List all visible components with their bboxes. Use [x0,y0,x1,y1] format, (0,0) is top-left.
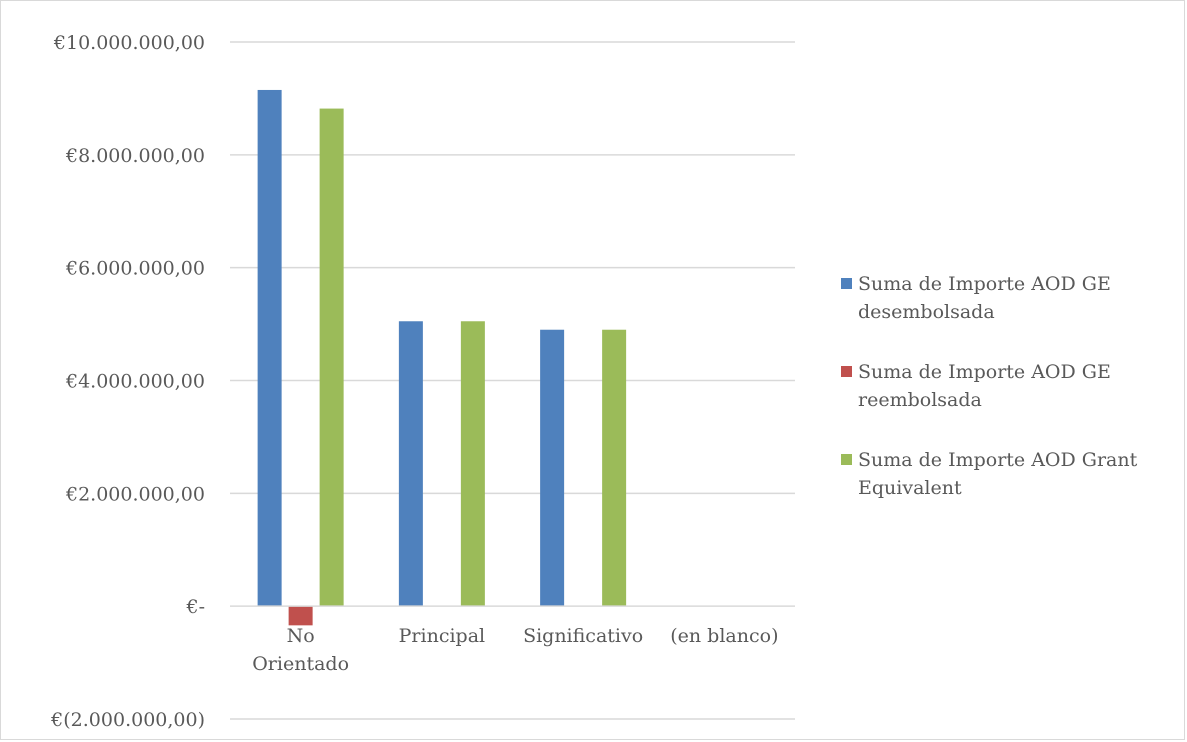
gridlines [230,41,795,720]
bars [257,89,627,626]
bar [602,329,627,607]
bar [257,89,282,607]
x-category-label: Principal [399,625,485,647]
y-tick-label: €4.000.000,00 [65,371,205,393]
legend-swatch [841,454,852,465]
legend-label: reembolsada [858,389,982,411]
y-axis-tick-labels: €10.000.000,00 €8.000.000,00 €6.000.000,00… [50,32,205,731]
legend-swatch [841,366,852,377]
x-category-label: Significativo [523,625,643,647]
y-tick-label: €8.000.000,00 [65,145,205,167]
legend-label: Suma de Importe AOD Grant [858,449,1138,471]
x-category-label: No [287,625,315,647]
y-tick-label: €2.000.000,00 [65,483,205,505]
bar [288,606,313,626]
legend-label: Suma de Importe AOD GE [858,361,1111,383]
bar [460,321,485,607]
legend: Suma de Importe AOD GE desembolsada Suma d… [841,273,1138,499]
y-tick-label: €(2.000.000,00) [50,709,205,731]
x-category-label: (en blanco) [670,625,778,647]
legend-label: Equivalent [858,477,962,499]
y-tick-label: €- [185,596,205,618]
x-category-label: Orientado [252,653,349,675]
bar [398,321,423,607]
y-tick-label: €10.000.000,00 [53,32,205,54]
bar [540,329,565,607]
legend-label: desembolsada [858,301,995,323]
legend-label: Suma de Importe AOD GE [858,273,1111,295]
x-axis-category-labels: No Orientado Principal Significativo (en bla… [252,625,778,675]
bar [319,108,344,607]
y-tick-label: €6.000.000,00 [65,258,205,280]
legend-swatch [841,278,852,289]
